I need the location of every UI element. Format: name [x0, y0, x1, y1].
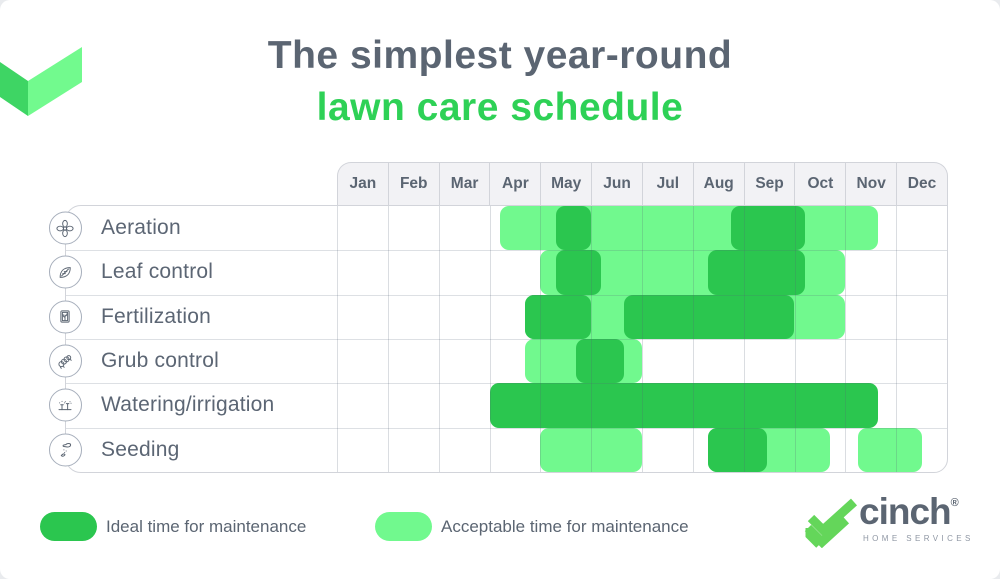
task-blocks [337, 427, 947, 472]
grub-icon [48, 344, 82, 378]
task-label: Aeration [101, 216, 181, 240]
month-gridline [794, 206, 796, 472]
month-gridline [591, 206, 593, 472]
month-gridline [337, 206, 338, 472]
checkmark-logo-icon [0, 47, 82, 116]
task-label: Watering/irrigation [101, 393, 275, 417]
task-blocks [337, 383, 947, 428]
task-label: Grub control [101, 349, 219, 373]
row-gridline [66, 250, 947, 252]
task-row-aeration: Aeration [48, 206, 947, 251]
schedule-block-acceptable [540, 427, 642, 472]
legend-label-acceptable: Acceptable time for maintenance [441, 516, 689, 536]
page-title: The simplest year-round lawn care schedu… [0, 30, 1000, 134]
brand-name: cinch® [859, 491, 959, 532]
task-blocks [337, 250, 947, 295]
month-header-cell-apr: Apr [489, 163, 540, 205]
cinch-check-icon [804, 498, 858, 548]
task-row-watering-irrigation: Watering/irrigation [48, 383, 947, 428]
task-row-leaf-control: Leaf control [48, 250, 947, 295]
month-gridline [642, 206, 643, 472]
task-label: Fertilization [101, 304, 211, 328]
row-gridline [66, 339, 947, 340]
month-gridline [540, 206, 542, 472]
seeding-hand-icon [48, 433, 82, 467]
legend-label-ideal: Ideal time for maintenance [106, 516, 307, 536]
fan-icon [48, 211, 82, 245]
schedule-block-acceptable [858, 427, 922, 472]
row-gridline [66, 383, 947, 385]
row-gridline [66, 294, 947, 296]
month-header-row: Jan Feb Mar Apr May Jun Jul Aug Sep Oct Nov Dec [337, 162, 948, 205]
cinch-brand-logo: cinch® HOME SERVICES [802, 490, 972, 560]
schedule-block-ideal [624, 294, 795, 339]
schedule-block-ideal [730, 206, 805, 251]
registered-mark: ® [950, 497, 959, 509]
month-header-cell-jun: Jun [591, 163, 642, 205]
month-header-cell-feb: Feb [387, 163, 439, 205]
title-line-2: lawn care schedule [316, 86, 684, 129]
task-blocks [337, 206, 947, 251]
schedule-block-ideal [708, 427, 767, 472]
leaf-icon [48, 255, 82, 289]
sprinkler-icon [48, 388, 82, 422]
schedule-block-ideal [555, 250, 602, 295]
schedule-block-ideal [489, 383, 879, 428]
schedule-block-ideal [575, 339, 625, 384]
legend-swatch-acceptable [375, 512, 432, 541]
month-gridline [845, 206, 847, 472]
month-header-cell-jan: Jan [349, 175, 377, 192]
month-header-cell-may: May [540, 163, 591, 205]
month-gridline [438, 206, 440, 472]
month-gridline [743, 206, 745, 472]
task-label: Seeding [101, 437, 180, 461]
schedule-block-ideal [555, 206, 592, 251]
task-row-seeding: Seeding [48, 427, 947, 472]
row-gridline [66, 427, 947, 429]
task-label: Leaf control [101, 260, 214, 284]
month-gridline [896, 206, 898, 472]
task-row-fertilization: Fertilization [48, 294, 947, 339]
task-row-grub-control: Grub control [48, 339, 947, 384]
brand-tagline: HOME SERVICES [863, 534, 974, 543]
schedule-grid: Aeration Leaf control Fertilization Grub co… [48, 205, 948, 473]
month-header-cell-sep: Sep [743, 163, 795, 205]
month-gridline [489, 206, 491, 472]
month-gridline [692, 206, 694, 472]
task-blocks [337, 339, 947, 384]
month-header-cell-oct: Oct [794, 163, 845, 205]
schedule-block-ideal [525, 294, 592, 339]
month-header-cell-jul: Jul [641, 163, 693, 205]
month-header-cell-mar: Mar [438, 163, 490, 205]
month-gridline [387, 206, 389, 472]
task-blocks [337, 294, 947, 339]
schedule-block-ideal [708, 250, 805, 295]
month-header-cell-aug: Aug [692, 163, 744, 205]
month-header-cell-dec: Dec [896, 163, 947, 205]
title-line-1: The simplest year-round [267, 34, 733, 77]
fertilizer-bag-icon [48, 300, 82, 334]
legend-swatch-ideal [40, 512, 97, 541]
month-header-cell-nov: Nov [845, 163, 896, 205]
